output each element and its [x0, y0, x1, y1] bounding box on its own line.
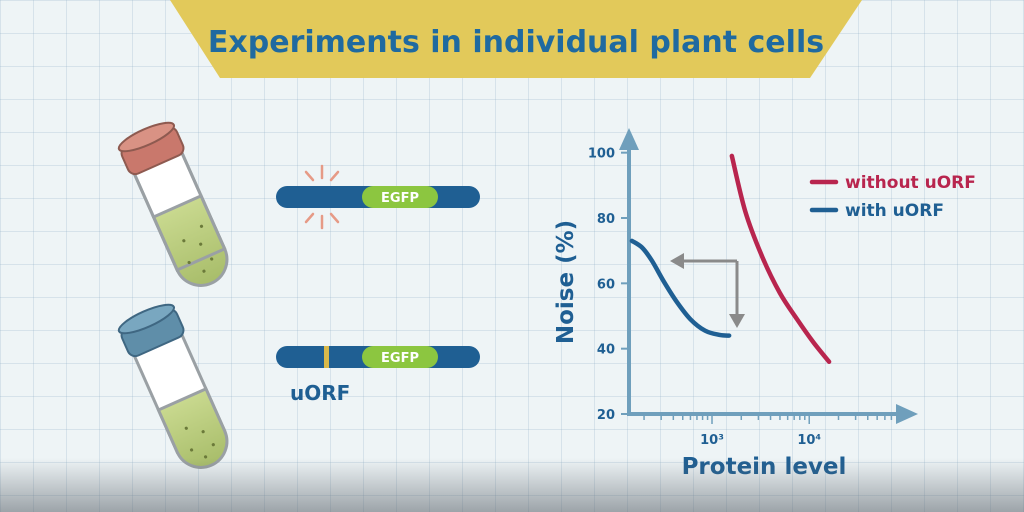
uorf-marker [324, 346, 329, 368]
egfp-label: EGFP [381, 351, 419, 366]
shift-arrow-icon [670, 253, 745, 328]
series-line-with-uorf [629, 238, 732, 338]
y-axis-arrowhead [619, 128, 639, 150]
noise-vs-protein-chart: 20 40 60 80 100 10³ 10⁴ Noise (%) Protein lev… [553, 128, 976, 480]
test-tube-icon [117, 121, 229, 287]
x-axis-label: Protein level [682, 454, 847, 480]
egfp-segment [362, 186, 438, 208]
legend-label: with uORF [845, 201, 944, 221]
y-axis-label: Noise (%) [553, 220, 579, 344]
expression-burst-icon [304, 164, 340, 230]
x-tick-label: 10³ [700, 433, 724, 448]
series-line-without-uorf [729, 153, 832, 364]
uorf-label: uORF [290, 381, 350, 405]
legend-label: without uORF [845, 173, 976, 193]
title-banner [170, 0, 862, 78]
egfp-label: EGFP [381, 191, 419, 206]
page-title: Experiments in individual plant cells [208, 25, 824, 60]
chart-legend: without uORF with uORF [809, 173, 976, 221]
egfp-segment [362, 346, 438, 368]
y-tick-label: 80 [597, 212, 615, 227]
y-tick-label: 100 [588, 147, 615, 162]
x-tick-label: 10⁴ [797, 433, 821, 448]
test-tube-icon [117, 303, 229, 469]
y-tick-label: 20 [597, 408, 615, 423]
y-tick-label: 60 [597, 277, 615, 292]
y-tick-label: 40 [597, 343, 615, 358]
gene-construct-with-uorf: EGFP uORF [276, 346, 480, 405]
x-axis-arrowhead [896, 404, 918, 424]
gene-construct-without-uorf: EGFP [276, 164, 480, 230]
